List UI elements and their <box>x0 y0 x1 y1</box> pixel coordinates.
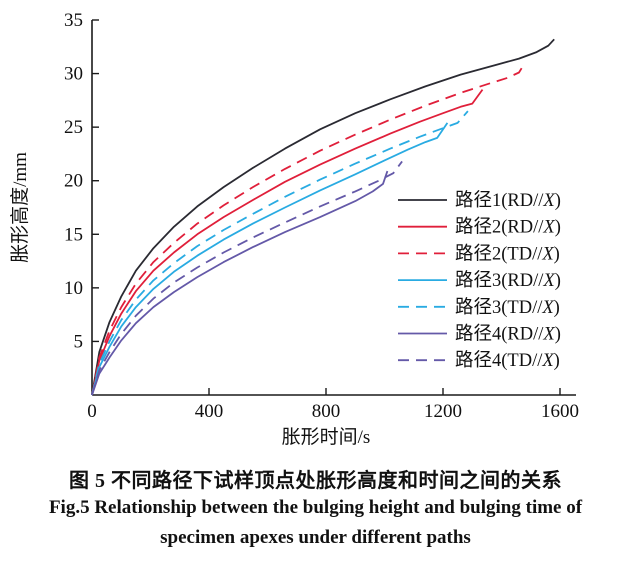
y-tick-label: 35 <box>64 10 83 31</box>
legend-label: 路径1(RD//X) <box>455 190 561 211</box>
y-tick-label: 25 <box>64 117 83 138</box>
y-tick-label: 5 <box>74 331 84 352</box>
x-tick-label: 800 <box>312 401 341 422</box>
caption-english-line1: Fig.5 Relationship between the bulging h… <box>48 497 583 518</box>
x-tick-label: 1200 <box>424 401 462 422</box>
y-tick-label: 15 <box>64 224 83 245</box>
caption-english-line2: specimen apexes under different paths <box>160 527 471 548</box>
series-curve <box>91 122 449 396</box>
caption-chinese: 图 5 不同路径下试样顶点处胀形高度和时间之间的关系 <box>69 470 562 492</box>
x-axis-title: 胀形时间/s <box>282 426 371 448</box>
legend-label: 路径3(TD//X) <box>455 297 560 318</box>
series-curve <box>91 89 484 396</box>
x-tick-label: 400 <box>195 401 224 422</box>
bulging-height-time-chart: 5 10 15 20 25 30 35 0 400 800 1200 1600 胀形高度/mm 胀形时间/… <box>9 10 579 448</box>
y-axis-title: 胀形高度/mm <box>9 152 31 263</box>
y-tick-label: 30 <box>64 64 83 85</box>
x-tick-label: 1600 <box>541 401 579 422</box>
series-curve <box>91 170 389 396</box>
legend-label: 路径4(RD//X) <box>455 324 561 345</box>
series-curve <box>91 160 403 396</box>
series-curve <box>91 110 469 396</box>
series-curve <box>91 62 526 396</box>
legend-label: 路径2(RD//X) <box>455 217 561 238</box>
y-tick-label: 10 <box>64 278 83 299</box>
legend-label: 路径3(RD//X) <box>455 270 561 291</box>
series-curve <box>91 38 555 396</box>
legend-label: 路径4(TD//X) <box>455 350 560 371</box>
x-tick-label: 0 <box>87 401 97 422</box>
legend-label: 路径2(TD//X) <box>455 243 560 264</box>
y-tick-label: 20 <box>64 171 83 192</box>
